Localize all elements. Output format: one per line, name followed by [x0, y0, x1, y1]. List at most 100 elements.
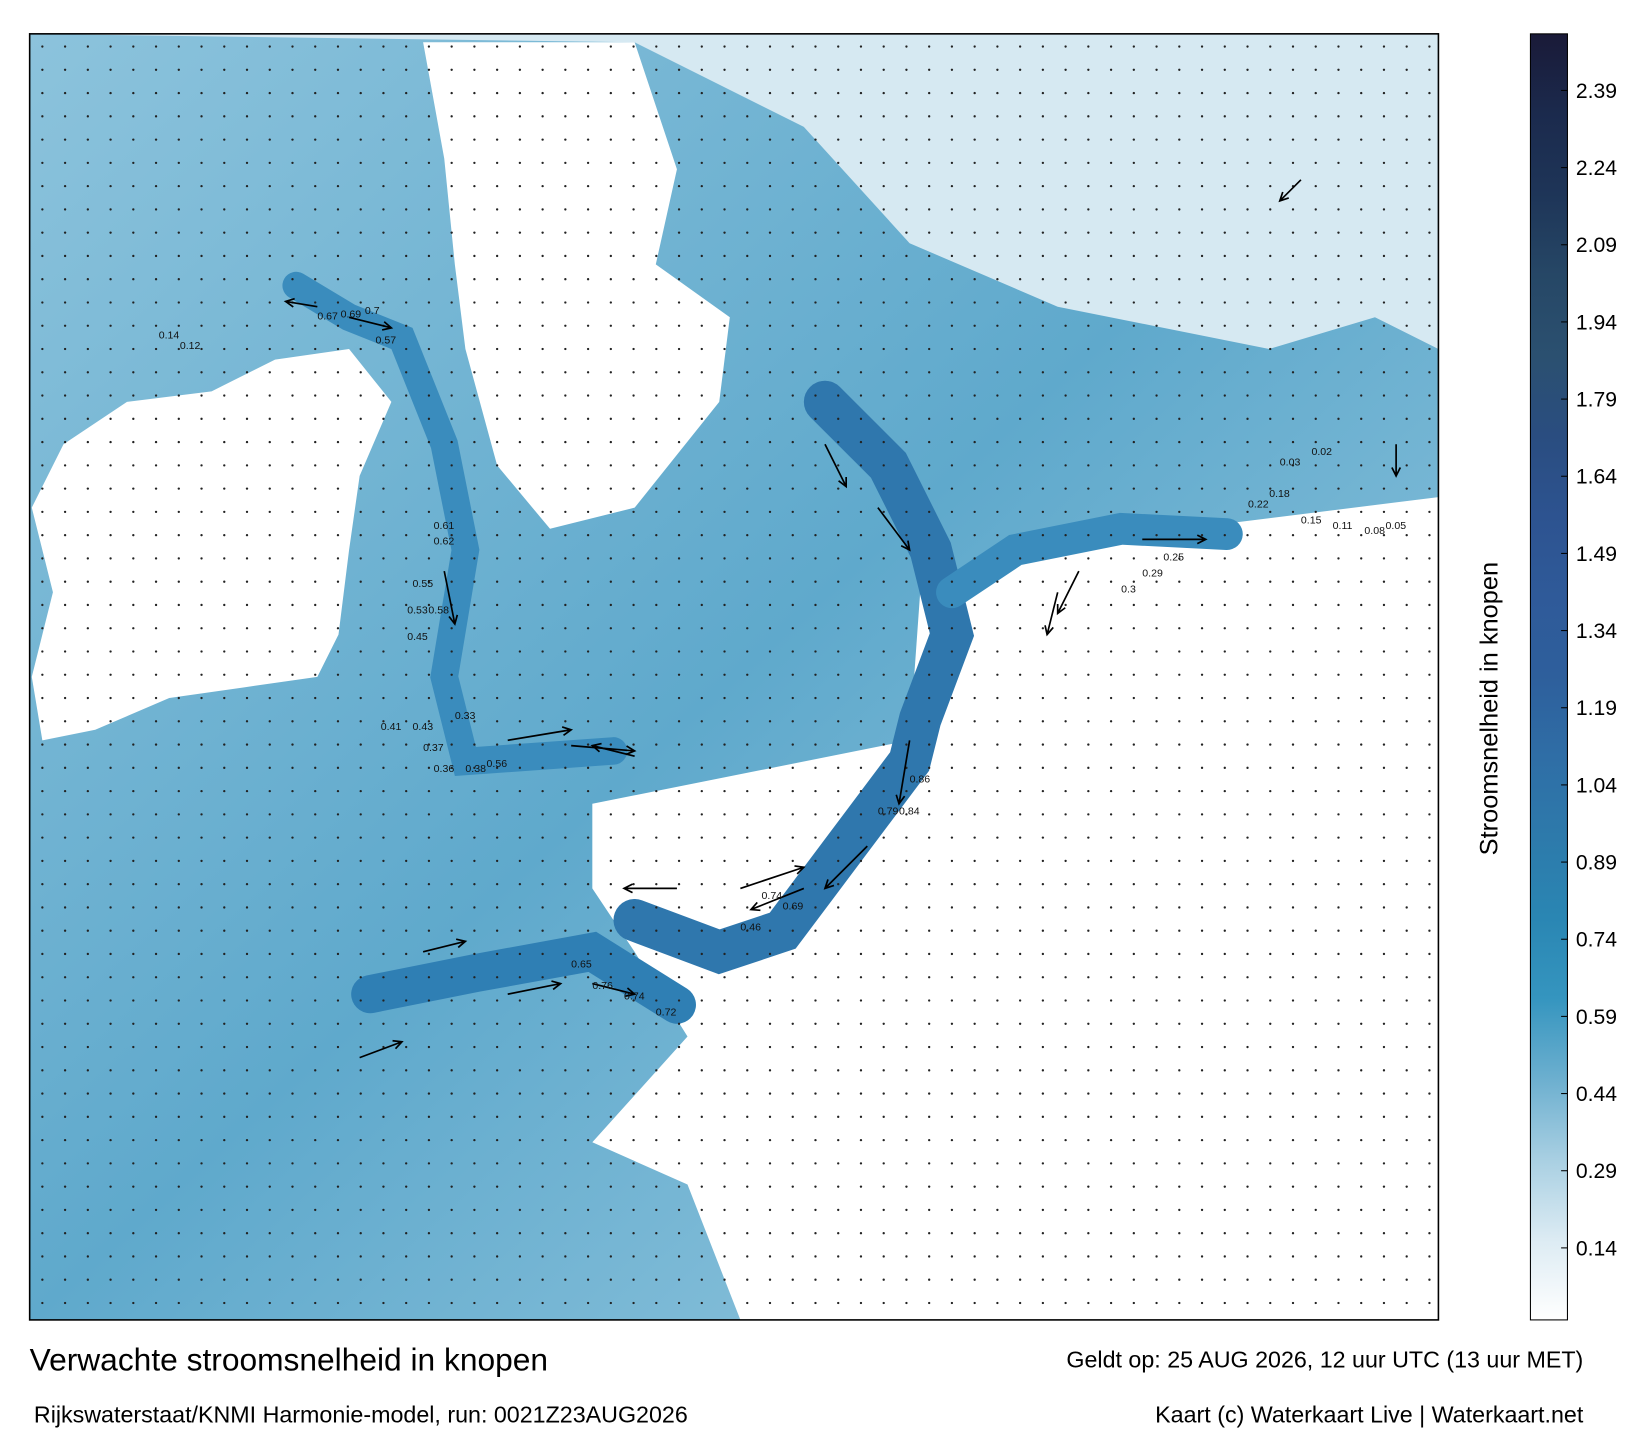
- grid-dot: [1200, 999, 1204, 1002]
- grid-dot: [973, 464, 976, 467]
- grid-dot: [768, 301, 772, 304]
- grid-dot: [586, 347, 590, 351]
- grid-dot: [1178, 627, 1181, 630]
- grid-dot: [655, 720, 658, 723]
- grid-dot: [427, 394, 431, 397]
- grid-dot: [564, 394, 567, 397]
- grid-dot: [291, 231, 294, 234]
- grid-dot: [1314, 1255, 1317, 1258]
- grid-dot: [564, 859, 567, 863]
- grid-dot: [1087, 1045, 1090, 1049]
- grid-dot: [359, 1022, 362, 1025]
- grid-dot: [837, 627, 840, 630]
- grid-dot: [677, 883, 681, 886]
- grid-dot: [1064, 859, 1067, 863]
- grid-dot: [1314, 115, 1317, 118]
- grid-dot: [1337, 1092, 1340, 1095]
- grid-dot: [1360, 883, 1363, 886]
- grid-dot: [1087, 766, 1090, 769]
- grid-dot: [677, 720, 681, 723]
- grid-dot: [1360, 278, 1363, 281]
- grid-dot: [1041, 301, 1045, 304]
- grid-dot: [336, 371, 340, 374]
- grid-dot: [473, 789, 476, 793]
- grid-dot: [1382, 999, 1386, 1002]
- grid-dot: [1064, 1022, 1067, 1025]
- grid-dot: [223, 720, 226, 723]
- grid-dot: [609, 906, 612, 909]
- grid-dot: [245, 487, 249, 490]
- grid-dot: [1246, 836, 1249, 839]
- grid-dot: [791, 1255, 794, 1258]
- grid-dot: [1382, 883, 1386, 886]
- grid-dot: [1405, 115, 1408, 118]
- grid-dot: [427, 254, 431, 258]
- grid-dot: [814, 1162, 817, 1165]
- grid-dot: [382, 650, 385, 653]
- grid-dot: [1246, 720, 1249, 723]
- grid-dot: [1269, 1115, 1272, 1119]
- grid-dot: [450, 673, 453, 676]
- grid-dot: [1155, 1022, 1158, 1025]
- grid-dot: [109, 254, 112, 258]
- grid-dot: [928, 301, 931, 304]
- grid-dot: [314, 557, 317, 560]
- grid-dot: [314, 627, 317, 630]
- grid-dot: [905, 906, 908, 909]
- grid-dot: [859, 836, 863, 839]
- grid-dot: [586, 696, 590, 700]
- grid-dot: [723, 347, 726, 351]
- grid-dot: [609, 1069, 612, 1072]
- grid-dot: [837, 161, 840, 165]
- grid-dot: [882, 208, 885, 211]
- grid-dot: [314, 859, 317, 863]
- grid-dot: [495, 627, 499, 630]
- grid-dot: [1132, 999, 1135, 1002]
- grid-dot: [382, 1208, 385, 1212]
- grid-dot: [791, 557, 794, 560]
- grid-dot: [723, 766, 726, 769]
- grid-dot: [450, 627, 453, 630]
- grid-dot: [1132, 929, 1135, 932]
- grid-dot: [1291, 371, 1295, 374]
- grid-dot: [223, 650, 226, 653]
- grid-dot: [1360, 952, 1363, 956]
- dot-grid: [41, 45, 1431, 1305]
- grid-dot: [359, 743, 362, 746]
- grid-dot: [1291, 766, 1295, 769]
- grid-dot: [200, 464, 203, 467]
- grid-dot: [1109, 138, 1113, 141]
- grid-dot: [1132, 1278, 1135, 1281]
- grid-dot: [359, 208, 362, 211]
- grid-dot: [973, 45, 976, 48]
- grid-dot: [973, 161, 976, 165]
- grid-dot: [996, 813, 999, 816]
- grid-dot: [996, 999, 999, 1002]
- grid-dot: [86, 487, 90, 490]
- grid-dot: [427, 789, 431, 793]
- grid-dot: [1269, 510, 1272, 514]
- grid-dot: [1337, 231, 1340, 234]
- grid-dot: [154, 1138, 158, 1142]
- grid-dot: [336, 347, 340, 351]
- grid-dot: [1405, 324, 1408, 327]
- grid-dot: [41, 1185, 44, 1188]
- grid-dot: [1223, 324, 1226, 327]
- grid-dot: [837, 836, 840, 839]
- grid-dot: [1428, 952, 1431, 956]
- grid-dot: [1269, 440, 1272, 444]
- grid-dot: [1314, 278, 1317, 281]
- grid-dot: [427, 45, 431, 48]
- grid-dot: [1223, 999, 1226, 1002]
- grid-dot: [473, 1255, 476, 1258]
- grid-dot: [632, 208, 635, 211]
- grid-dot: [1291, 813, 1295, 816]
- grid-dot: [518, 184, 522, 188]
- grid-dot: [63, 1278, 67, 1281]
- grid-dot: [1041, 1301, 1045, 1305]
- grid-dot: [882, 440, 885, 444]
- grid-dot: [1041, 673, 1045, 676]
- grid-dot: [1064, 161, 1067, 165]
- grid-dot: [973, 487, 976, 490]
- grid-dot: [1200, 254, 1204, 258]
